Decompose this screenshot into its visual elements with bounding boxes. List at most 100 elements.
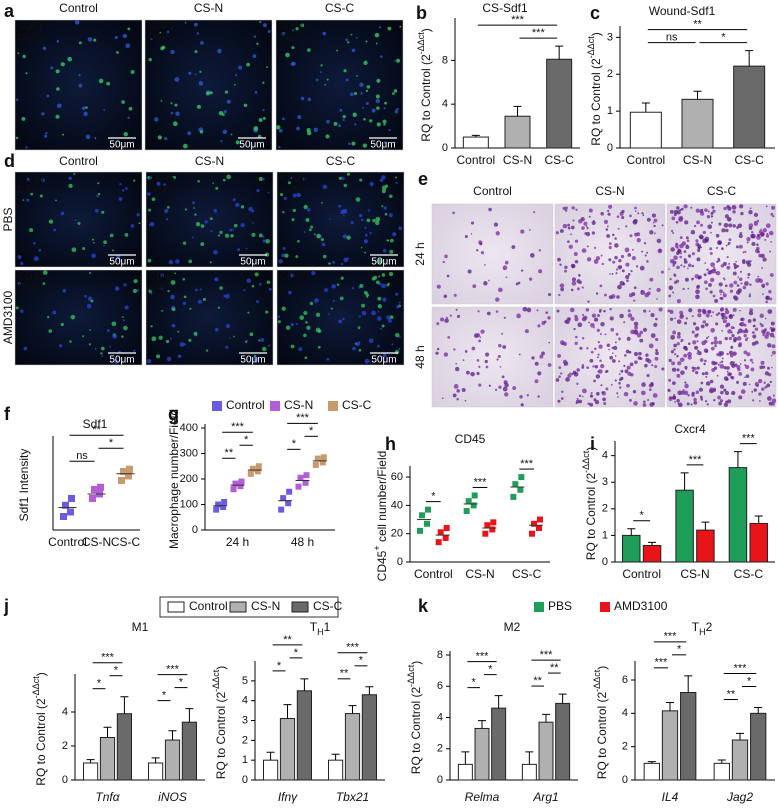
y-axis-label-part: ) [409, 661, 423, 665]
cell [586, 257, 592, 262]
cell [703, 363, 706, 366]
cell [200, 224, 205, 228]
cell [683, 345, 687, 350]
cell [394, 349, 400, 355]
cell [747, 276, 750, 279]
cell [630, 270, 633, 273]
point [482, 530, 489, 537]
cell [749, 207, 752, 210]
cell [618, 386, 622, 389]
cell [674, 243, 679, 248]
cell [209, 217, 213, 221]
cell [603, 309, 606, 313]
cell [352, 346, 356, 351]
cell [695, 326, 700, 331]
cell [118, 197, 123, 201]
cell [300, 96, 305, 101]
cell [471, 346, 476, 351]
cell [600, 384, 603, 387]
cell [588, 215, 591, 218]
cell [133, 279, 138, 284]
cell [361, 303, 366, 308]
cell [727, 329, 732, 334]
cell [634, 206, 637, 210]
cell [762, 285, 765, 288]
cell [360, 92, 363, 95]
cell [637, 212, 640, 215]
legend-swatch [229, 601, 247, 613]
cell [226, 99, 231, 104]
point [314, 455, 321, 462]
cell [548, 341, 551, 344]
cell [644, 363, 648, 368]
cell [360, 246, 363, 249]
cell [596, 328, 600, 332]
cell [752, 399, 755, 402]
cell [452, 211, 455, 215]
cell [209, 261, 212, 264]
sig-label: * [431, 491, 436, 503]
point [303, 472, 310, 479]
cell [22, 54, 26, 59]
cell [625, 349, 630, 354]
cell [262, 346, 267, 352]
cell [679, 255, 682, 259]
cell [555, 231, 559, 235]
cell [650, 313, 655, 318]
cell [725, 244, 728, 247]
cell [695, 294, 700, 300]
panel-label: e [418, 169, 428, 189]
cell [359, 283, 364, 288]
cell [157, 135, 162, 140]
cell [383, 206, 387, 210]
cell [78, 41, 82, 45]
cell [739, 309, 741, 312]
cell [68, 176, 72, 181]
cell [712, 266, 716, 270]
cell [676, 354, 679, 358]
cell [377, 311, 380, 313]
legend-swatch [328, 401, 338, 411]
cell [192, 201, 195, 205]
cell [556, 309, 560, 313]
cell [305, 321, 308, 324]
sig-label: * [294, 647, 299, 659]
micrograph [14, 269, 143, 366]
cell [668, 268, 670, 271]
cell [394, 109, 399, 114]
cell [677, 402, 680, 405]
cell [628, 350, 632, 354]
cell [26, 177, 30, 181]
cell [455, 362, 458, 365]
cell [534, 361, 539, 366]
error-bar [478, 720, 486, 729]
cell [464, 234, 468, 239]
cell [351, 48, 356, 53]
cell [588, 321, 590, 324]
cell [526, 394, 530, 397]
cell [707, 210, 710, 213]
cell [673, 348, 676, 351]
cell [709, 277, 715, 283]
cell [724, 284, 728, 288]
panel-label: c [590, 3, 600, 23]
cell [642, 403, 647, 407]
cell [578, 280, 583, 285]
cell [709, 290, 713, 294]
cell [586, 366, 590, 369]
scale-label: 50μm [109, 355, 134, 366]
stain-label: CD45 [149, 272, 175, 283]
cell [630, 316, 635, 321]
cell [765, 282, 769, 286]
cell [706, 403, 710, 406]
cell [557, 354, 562, 358]
scale-label: 50μm [109, 257, 134, 268]
cell [756, 233, 760, 237]
y-axis-label-part: ) [584, 447, 598, 451]
cell [691, 330, 695, 334]
sig-label: * [472, 677, 477, 689]
cell [675, 220, 679, 224]
cell [359, 178, 363, 182]
cell [322, 31, 327, 36]
